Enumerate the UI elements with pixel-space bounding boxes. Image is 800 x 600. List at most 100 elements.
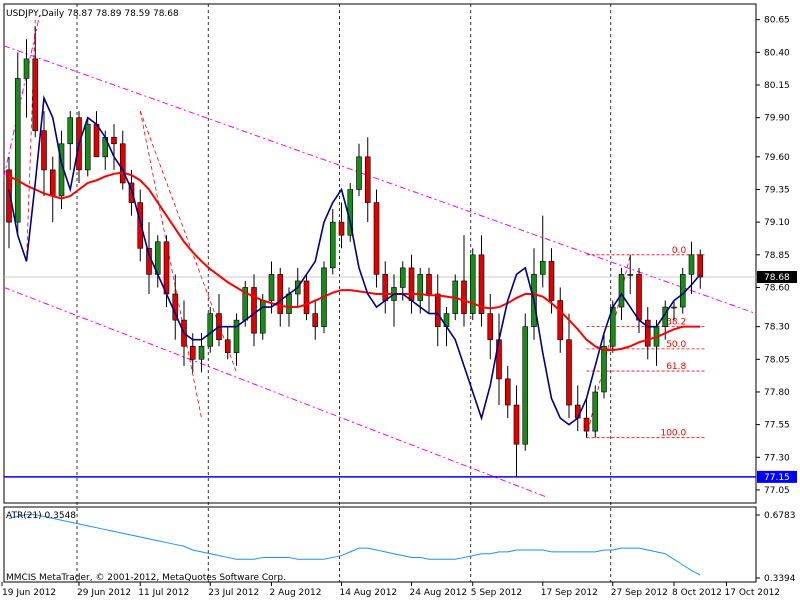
price-axis-label: 80.15 <box>764 81 790 91</box>
price-axis-label: 78.05 <box>764 355 790 365</box>
candle-body <box>504 378 511 406</box>
candle-body <box>84 123 91 171</box>
price-axis-label: 78.60 <box>764 283 790 293</box>
candle-body <box>636 274 642 321</box>
candle-body <box>548 261 555 301</box>
candle-body <box>49 169 56 197</box>
date-axis-label: 14 Aug 2012 <box>340 588 398 598</box>
candle-body <box>478 254 485 314</box>
candle-body <box>189 345 196 360</box>
candle-body <box>119 143 126 184</box>
candle-body <box>644 319 651 347</box>
date-axis-label: 8 Oct 2012 <box>672 588 722 598</box>
candle-body <box>566 339 572 406</box>
candle-body <box>373 202 380 275</box>
candle-body <box>338 221 345 236</box>
price-axis-label: 77.05 <box>764 486 790 496</box>
candle-body <box>592 391 599 432</box>
candle-body <box>417 274 424 301</box>
price-axis-label: 77.30 <box>764 453 790 463</box>
candle-body <box>487 313 494 341</box>
main-panel-frame <box>3 3 757 504</box>
fibonacci-level-label: 50.0 <box>666 340 686 350</box>
candle-body <box>434 293 441 327</box>
candle-body <box>356 156 362 190</box>
price-axis-label: 80.40 <box>764 48 790 58</box>
date-axis-label: 19 Jun 2012 <box>2 588 56 598</box>
candle-body <box>198 345 205 360</box>
candle-body <box>618 274 625 308</box>
candle-body <box>557 300 564 341</box>
candle-body <box>67 117 74 145</box>
price-axis-label: 77.80 <box>764 388 790 398</box>
candle-body <box>583 417 590 432</box>
date-axis-label: 2 Aug 2012 <box>270 588 322 598</box>
candle-body <box>251 287 257 334</box>
support-price-tag <box>757 470 797 483</box>
current-price-tag <box>757 271 797 284</box>
fibonacci-level-label: 0.0 <box>672 246 687 256</box>
atr-line <box>8 514 701 576</box>
candle-body <box>399 267 406 288</box>
candle-body <box>601 345 607 393</box>
date-axis-label: 27 Sep 2012 <box>611 588 668 598</box>
date-axis-label: 5 Sep 2012 <box>471 588 522 598</box>
chart-header: USDJPY,Daily 78.87 78.89 78.59 78.68 <box>6 9 179 19</box>
support-price-label: 77.15 <box>764 473 790 483</box>
candle-body <box>312 313 319 327</box>
date-axis-label: 23 Jul 2012 <box>208 588 259 598</box>
candle-body <box>163 241 170 295</box>
price-axis-label: 78.30 <box>764 323 790 333</box>
atr-axis-label: 0.6783 <box>764 511 796 521</box>
candle-body <box>32 58 39 132</box>
candle-body <box>522 326 529 445</box>
atr-label: ATR(21) 0.3548 <box>6 511 76 521</box>
candle-body <box>382 274 389 301</box>
candle-body <box>671 306 677 309</box>
candle-body <box>277 274 284 314</box>
fibonacci-level-label: 61.8 <box>666 362 686 372</box>
candle-body <box>6 169 12 223</box>
atr-panel: 0.6783 0.3394 <box>3 506 796 584</box>
candle-body <box>679 274 686 308</box>
channel-lower-line <box>3 286 546 497</box>
candle-body <box>93 123 100 158</box>
candle-body <box>111 136 117 145</box>
fibonacci-level-label: 100.0 <box>660 429 686 439</box>
candle-body <box>697 254 704 278</box>
candle-body <box>303 280 310 314</box>
price-axis-label: 79.90 <box>764 114 790 124</box>
candle-body <box>364 156 371 203</box>
atr-axis-label: 0.3394 <box>764 574 796 584</box>
price-axis-label: 79.60 <box>764 153 790 163</box>
fan-line <box>26 19 36 262</box>
date-axis-label: 29 Jun 2012 <box>77 588 131 598</box>
price-axis-label: 78.85 <box>764 251 790 261</box>
candle-body <box>539 261 546 275</box>
candle-body <box>461 280 467 314</box>
candle-body <box>268 274 275 301</box>
candle-body <box>426 274 432 295</box>
candle-body <box>128 182 135 203</box>
candle-body <box>259 300 266 334</box>
candle-body <box>14 78 21 223</box>
price-axis-label: 77.55 <box>764 421 790 431</box>
fan-line <box>139 111 202 419</box>
date-axis-label: 11 Jul 2012 <box>138 588 189 598</box>
fibonacci-level-label: 38.2 <box>666 318 686 328</box>
price-axis-label: 79.10 <box>764 218 790 228</box>
price-axis-label: 80.65 <box>764 16 790 26</box>
candle-body <box>207 313 214 347</box>
price-axis-label: 79.35 <box>764 185 790 195</box>
date-axis-label: 24 Aug 2012 <box>410 588 468 598</box>
main-price-panel: 80.65 80.40 80.15 79.90 79.60 79.35 79.10 78.85… <box>1 3 797 598</box>
candle-body <box>23 58 30 79</box>
candle-body <box>688 254 695 275</box>
candle-body <box>233 319 240 354</box>
current-price-label: 78.68 <box>764 273 790 283</box>
atr-panel-frame <box>3 506 757 583</box>
candle-body <box>286 293 292 314</box>
date-axis-label: 17 Oct 2012 <box>725 588 781 598</box>
